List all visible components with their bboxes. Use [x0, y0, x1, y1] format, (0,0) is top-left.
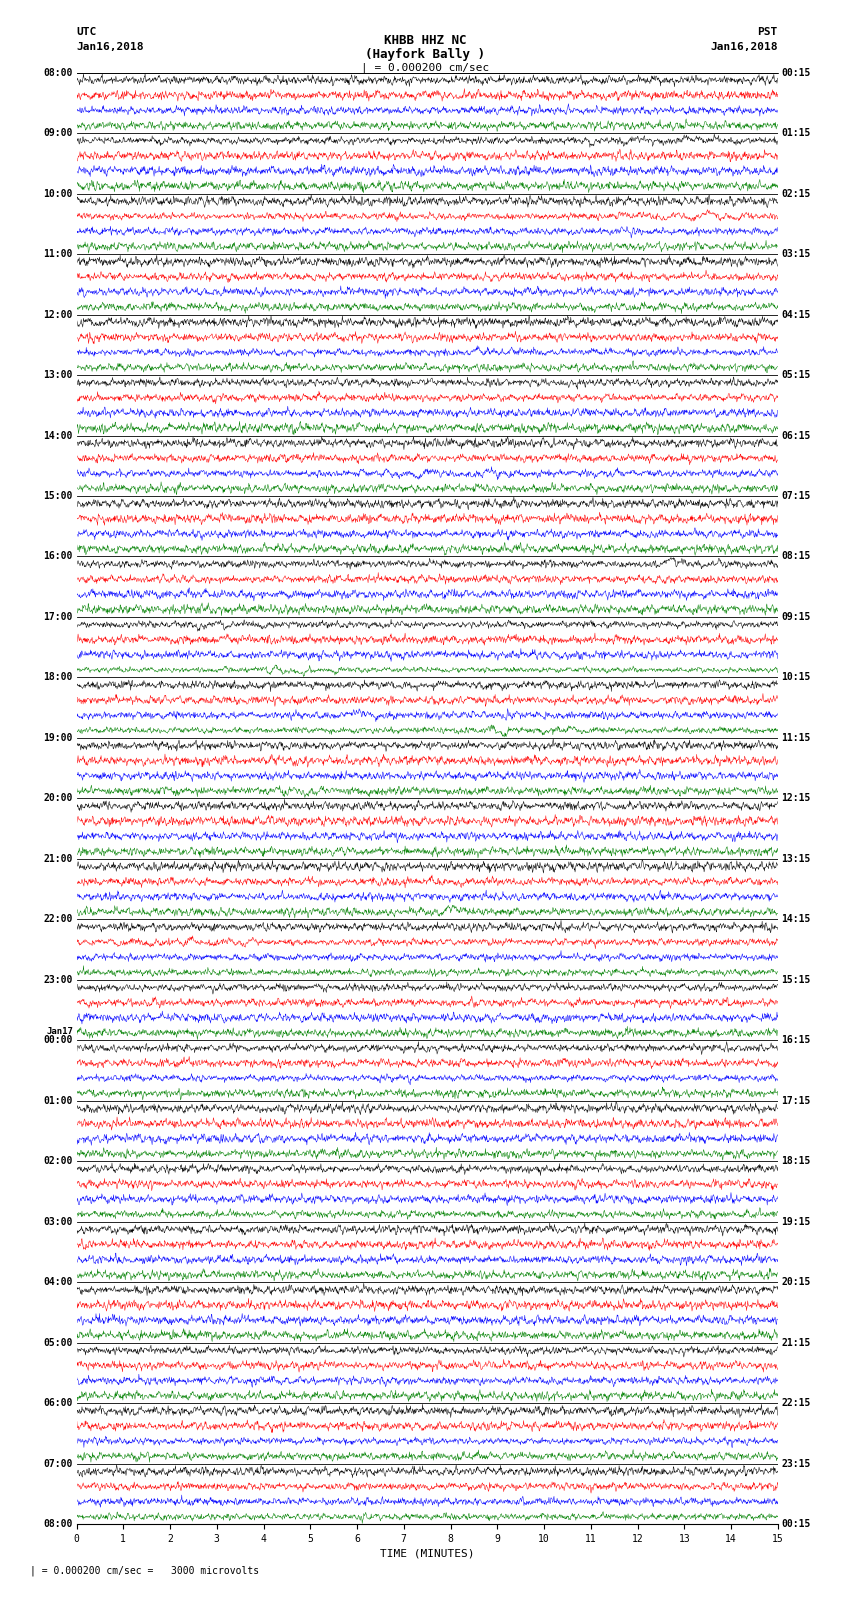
Text: 20:15: 20:15 — [781, 1277, 811, 1287]
Text: 14:15: 14:15 — [781, 915, 811, 924]
Text: PST: PST — [757, 27, 778, 37]
X-axis label: TIME (MINUTES): TIME (MINUTES) — [380, 1548, 474, 1558]
Text: Jan16,2018: Jan16,2018 — [711, 42, 778, 52]
Text: 02:00: 02:00 — [43, 1157, 73, 1166]
Text: 08:00: 08:00 — [43, 68, 73, 77]
Text: 07:15: 07:15 — [781, 490, 811, 502]
Text: (Hayfork Bally ): (Hayfork Bally ) — [365, 48, 485, 61]
Text: 20:00: 20:00 — [43, 794, 73, 803]
Text: 05:15: 05:15 — [781, 369, 811, 381]
Text: 19:15: 19:15 — [781, 1216, 811, 1227]
Text: 02:15: 02:15 — [781, 189, 811, 198]
Text: 12:00: 12:00 — [43, 310, 73, 319]
Text: 10:00: 10:00 — [43, 189, 73, 198]
Text: 03:00: 03:00 — [43, 1216, 73, 1227]
Text: Jan16,2018: Jan16,2018 — [76, 42, 144, 52]
Text: 01:00: 01:00 — [43, 1095, 73, 1107]
Text: 05:00: 05:00 — [43, 1337, 73, 1348]
Text: 17:00: 17:00 — [43, 611, 73, 623]
Text: 19:00: 19:00 — [43, 732, 73, 744]
Text: 18:00: 18:00 — [43, 673, 73, 682]
Text: 11:00: 11:00 — [43, 248, 73, 260]
Text: 17:15: 17:15 — [781, 1095, 811, 1107]
Text: 06:00: 06:00 — [43, 1398, 73, 1408]
Text: 13:15: 13:15 — [781, 853, 811, 865]
Text: KHBB HHZ NC: KHBB HHZ NC — [383, 34, 467, 47]
Text: 04:00: 04:00 — [43, 1277, 73, 1287]
Text: 14:00: 14:00 — [43, 431, 73, 440]
Text: 04:15: 04:15 — [781, 310, 811, 319]
Text: 08:15: 08:15 — [781, 552, 811, 561]
Text: 16:15: 16:15 — [781, 1036, 811, 1045]
Text: 15:00: 15:00 — [43, 490, 73, 502]
Text: 00:15: 00:15 — [781, 68, 811, 77]
Text: 12:15: 12:15 — [781, 794, 811, 803]
Text: 09:15: 09:15 — [781, 611, 811, 623]
Text: 11:15: 11:15 — [781, 732, 811, 744]
Text: 15:15: 15:15 — [781, 974, 811, 986]
Text: 23:00: 23:00 — [43, 974, 73, 986]
Text: 09:00: 09:00 — [43, 127, 73, 139]
Text: 10:15: 10:15 — [781, 673, 811, 682]
Text: 13:00: 13:00 — [43, 369, 73, 381]
Text: 01:15: 01:15 — [781, 127, 811, 139]
Text: 07:00: 07:00 — [43, 1458, 73, 1469]
Text: 00:00: 00:00 — [43, 1036, 73, 1045]
Text: 18:15: 18:15 — [781, 1157, 811, 1166]
Text: Jan17: Jan17 — [46, 1027, 73, 1036]
Text: 00:15: 00:15 — [781, 1519, 811, 1529]
Text: 22:15: 22:15 — [781, 1398, 811, 1408]
Text: 16:00: 16:00 — [43, 552, 73, 561]
Text: UTC: UTC — [76, 27, 97, 37]
Text: 03:15: 03:15 — [781, 248, 811, 260]
Text: 06:15: 06:15 — [781, 431, 811, 440]
Text: | = 0.000200 cm/sec =   3000 microvolts: | = 0.000200 cm/sec = 3000 microvolts — [30, 1566, 259, 1576]
Text: 21:15: 21:15 — [781, 1337, 811, 1348]
Text: 21:00: 21:00 — [43, 853, 73, 865]
Text: 23:15: 23:15 — [781, 1458, 811, 1469]
Text: 22:00: 22:00 — [43, 915, 73, 924]
Text: 08:00: 08:00 — [43, 1519, 73, 1529]
Text: | = 0.000200 cm/sec: | = 0.000200 cm/sec — [361, 63, 489, 73]
